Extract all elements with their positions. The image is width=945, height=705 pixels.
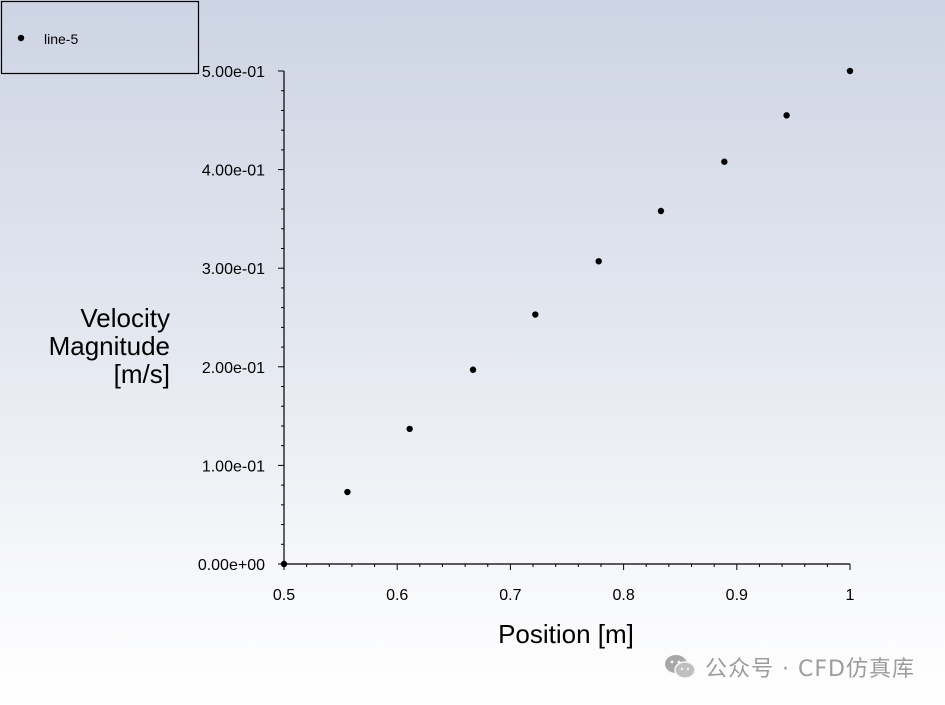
data-point	[846, 67, 854, 75]
y-axis-ticks: 0.00e+00 1.00e-01 2.00e-01 3.00e-01 4.00e-01…	[198, 64, 284, 574]
y-tick-label: 2.00e-01	[202, 360, 265, 377]
y-tick-label: 4.00e-01	[202, 163, 265, 180]
data-point	[469, 366, 477, 373]
y-axis-title-line: Velocity	[80, 303, 170, 333]
axes	[283, 71, 850, 565]
x-tick-label: 0.9	[726, 587, 748, 604]
data-point	[280, 560, 288, 568]
data-point	[344, 488, 351, 496]
watermark-text: 公众号 · CFD仿真库	[705, 657, 915, 682]
legend[interactable]: line-5	[0, 0, 200, 75]
data-point	[406, 425, 413, 433]
data-point	[532, 311, 539, 318]
legend-label: line-5	[44, 31, 78, 47]
x-tick-label: 0.7	[499, 587, 521, 604]
y-tick-label: 0.00e+00	[198, 557, 265, 574]
wechat-icon	[665, 655, 696, 679]
x-tick-label: 0.6	[386, 587, 408, 604]
watermark: 公众号 · CFD仿真库	[663, 651, 915, 683]
data-point	[783, 112, 790, 119]
data-point	[657, 207, 665, 215]
y-axis-title-line: Magnitude	[49, 331, 170, 361]
x-tick-label: 1	[846, 587, 855, 604]
legend-box	[0, 0, 200, 75]
x-tick-label: 0.5	[273, 587, 295, 604]
data-point	[595, 258, 602, 265]
y-axis-title-line: [m/s]	[114, 359, 170, 389]
x-axis-ticks: 0.5 0.6 0.7 0.8 0.9 1	[273, 564, 855, 604]
y-tick-label: 1.00e-01	[202, 458, 265, 475]
data-point	[721, 158, 728, 165]
x-tick-label: 0.8	[612, 587, 634, 604]
data-points	[280, 67, 854, 568]
legend-marker	[17, 34, 25, 42]
x-axis-title: Position [m]	[498, 619, 634, 649]
y-tick-label: 3.00e-01	[202, 261, 265, 278]
y-tick-label: 5.00e-01	[202, 64, 265, 81]
